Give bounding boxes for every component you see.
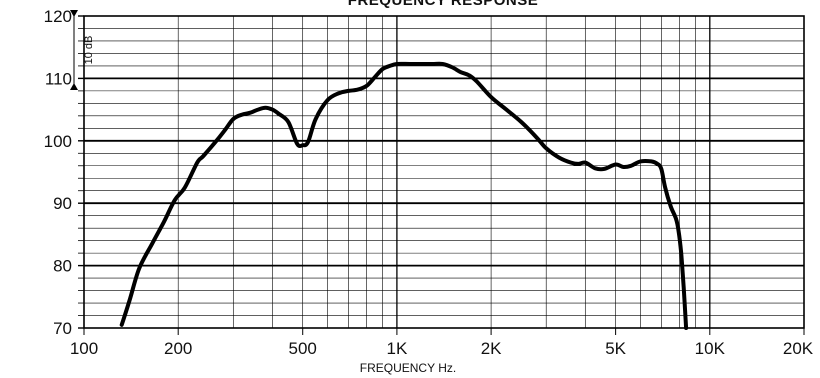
y-tick-labels: 70 80 90 100 110 120	[44, 7, 72, 338]
x-tick-label: 200	[164, 339, 192, 358]
x-tick-labels: 100 200 500 1K 2K 5K 10K 20K	[70, 339, 814, 358]
y-tick-label: 80	[53, 257, 72, 276]
chart-title: FREQUENCY RESPONSE	[348, 0, 538, 9]
x-axis-label: FREQUENCY Hz.	[360, 361, 456, 375]
x-tick-label: 2K	[481, 339, 502, 358]
y-tick-label: 70	[53, 319, 72, 338]
axis-tick-marks	[78, 15, 805, 335]
plot-frame	[83, 15, 805, 329]
y-tick-label: 100	[44, 132, 72, 151]
x-tick-label: 10K	[695, 339, 726, 358]
scale-marker-top-arrow	[70, 10, 78, 17]
x-tick-label: 1K	[387, 339, 408, 358]
db-scale-marker: 10 dB	[70, 10, 95, 90]
y-tick-label: 90	[53, 194, 72, 213]
scale-marker-bottom-arrow	[70, 83, 78, 90]
x-tick-label: 100	[70, 339, 98, 358]
response-curve	[119, 61, 689, 330]
x-tick-label: 5K	[605, 339, 626, 358]
y-tick-label: 110	[45, 69, 72, 88]
scale-marker-label: 10 dB	[83, 36, 95, 65]
x-tick-label: 500	[289, 339, 317, 358]
y-tick-label: 120	[44, 7, 72, 26]
x-tick-label: 20K	[783, 339, 814, 358]
